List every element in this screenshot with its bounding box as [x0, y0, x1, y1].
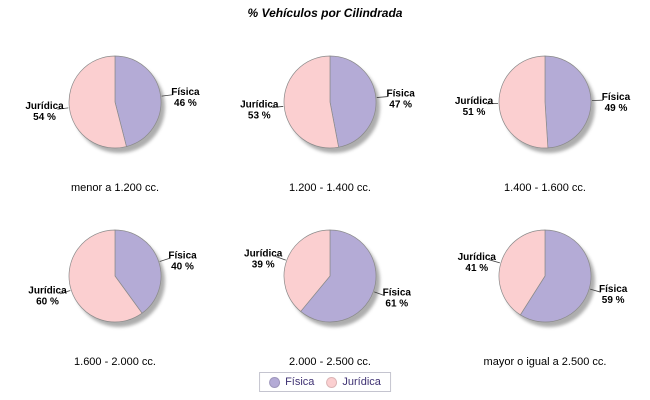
pie-tile-2: Física 47 % Jurídica 53 % 1.200 - 1.400 cc. [222, 38, 438, 206]
pie-tile-3: Física 49 % Jurídica 51 % 1.400 - 1.600 cc. [437, 38, 650, 206]
pie-caption-6: mayor o igual a 2.500 cc. [483, 356, 607, 368]
pie-chart-1: Física 46 % Jurídica 54 % [7, 38, 223, 180]
pie-chart-2: Física 47 % Jurídica 53 % [222, 38, 438, 180]
pie-chart-6: Física 59 % Jurídica 41 % [437, 212, 650, 354]
pie-tile-5: Física 61 % Jurídica 39 % 2.000 - 2.500 cc. [222, 212, 438, 380]
pie-caption-2: 1.200 - 1.400 cc. [289, 182, 371, 194]
pie-tile-4: Física 40 % Jurídica 60 % 1.600 - 2.000 cc. [7, 212, 223, 380]
pie-tile-6: Física 59 % Jurídica 41 % mayor o igual a 2… [437, 212, 650, 380]
pie-caption-5: 2.000 - 2.500 cc. [289, 356, 371, 368]
legend-marker-juridica-icon [326, 376, 338, 388]
legend: Física Jurídica [259, 372, 391, 392]
legend-item-fisica: Física [269, 376, 314, 388]
chart-title: % Vehículos por Cilindrada [247, 6, 403, 20]
pie-chart-4: Física 40 % Jurídica 60 % [7, 212, 223, 354]
pie-caption-1: menor a 1.200 cc. [70, 182, 160, 194]
pie-caption-3: 1.400 - 1.600 cc. [504, 182, 586, 194]
legend-label-juridica: Jurídica [342, 376, 381, 388]
pie-chart-3: Física 49 % Jurídica 51 % [437, 38, 650, 180]
legend-marker-fisica-icon [269, 376, 281, 388]
pie-caption-4: 1.600 - 2.000 cc. [74, 356, 156, 368]
pie-chart-5: Física 61 % Jurídica 39 % [222, 212, 438, 354]
legend-item-juridica: Jurídica [326, 376, 381, 388]
pie-tile-1: Física 46 % Jurídica 54 % menor a 1.200 cc. [7, 38, 223, 206]
legend-label-fisica: Física [285, 376, 315, 388]
